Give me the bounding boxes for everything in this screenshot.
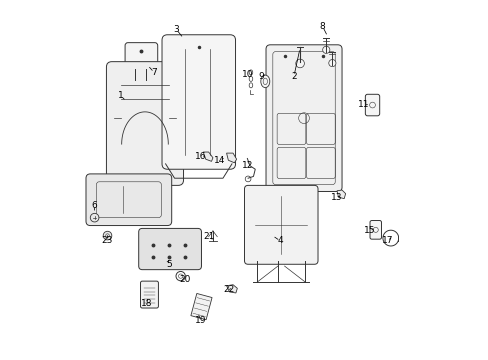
Text: 3: 3 [173,25,179,34]
Text: 18: 18 [141,299,152,308]
Text: 13: 13 [330,193,342,202]
FancyBboxPatch shape [244,185,317,264]
Polygon shape [226,153,236,163]
Polygon shape [336,190,345,199]
Circle shape [328,59,335,67]
Text: 22: 22 [224,285,235,294]
FancyBboxPatch shape [162,35,235,169]
Text: 4: 4 [277,237,283,246]
Polygon shape [190,293,212,320]
FancyBboxPatch shape [86,174,171,226]
Text: 10: 10 [242,71,253,80]
FancyBboxPatch shape [139,228,201,270]
Text: 19: 19 [195,316,206,325]
Text: 6: 6 [92,201,97,210]
Circle shape [322,46,329,53]
FancyBboxPatch shape [140,281,158,308]
FancyBboxPatch shape [265,45,341,192]
Polygon shape [203,152,212,161]
Text: 15: 15 [363,226,374,235]
Text: 12: 12 [241,161,252,170]
Text: 17: 17 [381,237,392,246]
Text: 9: 9 [258,72,264,81]
Ellipse shape [260,75,269,87]
Text: 7: 7 [151,68,157,77]
Text: 1: 1 [118,91,123,100]
Text: 8: 8 [319,22,325,31]
Text: 16: 16 [195,152,206,161]
Text: 2: 2 [290,72,296,81]
Circle shape [103,231,112,240]
Text: 21: 21 [203,232,214,241]
Polygon shape [226,285,237,293]
FancyBboxPatch shape [106,62,183,185]
Text: 14: 14 [213,156,224,165]
FancyBboxPatch shape [365,94,379,116]
Circle shape [295,59,304,68]
Text: 11: 11 [357,100,368,109]
Circle shape [90,213,99,222]
FancyBboxPatch shape [125,42,158,72]
Text: 20: 20 [179,275,191,284]
FancyBboxPatch shape [369,221,381,239]
Text: 23: 23 [102,237,113,246]
Text: 5: 5 [166,260,172,269]
